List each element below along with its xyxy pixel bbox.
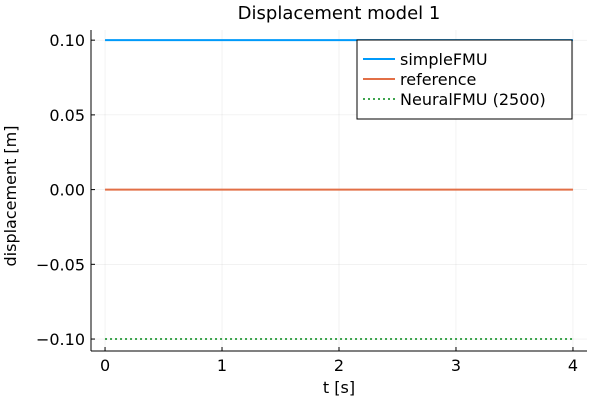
y-tick-label-2: 0.00 — [49, 181, 85, 200]
x-tick-label-2: 2 — [334, 356, 344, 375]
y-axis-label: displacement [m] — [1, 126, 20, 267]
x-tick-label-3: 3 — [451, 356, 461, 375]
x-axis-label: t [s] — [323, 378, 355, 397]
legend-label-0: simpleFMU — [400, 50, 488, 69]
y-tick-label-0: 0.10 — [49, 31, 85, 50]
chart-title: Displacement model 1 — [238, 3, 441, 24]
y-tick-label-4: −0.10 — [36, 330, 85, 349]
y-tick-label-1: 0.05 — [49, 106, 85, 125]
x-tick-label-4: 4 — [568, 356, 578, 375]
legend-label-1: reference — [400, 70, 476, 89]
y-tick-label-3: −0.05 — [36, 255, 85, 274]
ticks: 0 1 2 3 4 0.10 0.05 0.00 −0.05 −0.10 — [36, 31, 578, 375]
x-tick-label-0: 0 — [100, 356, 110, 375]
legend-label-2: NeuralFMU (2500) — [400, 90, 546, 109]
x-tick-label-1: 1 — [217, 356, 227, 375]
